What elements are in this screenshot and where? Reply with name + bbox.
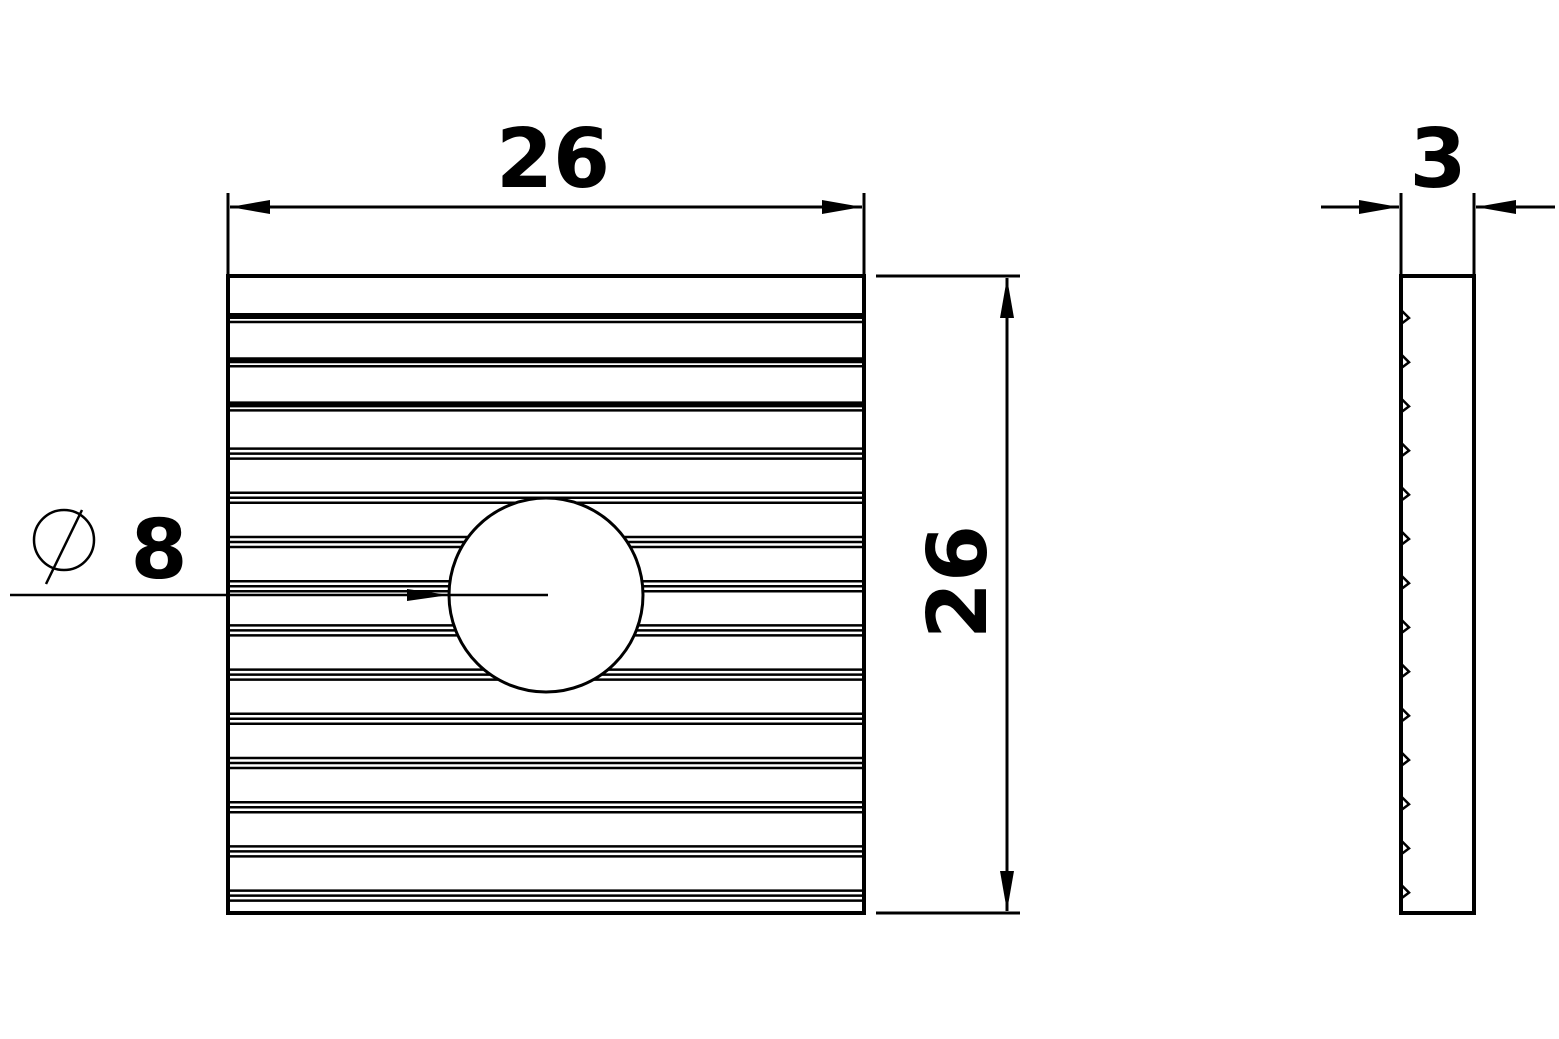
serration-notch bbox=[1400, 485, 1411, 502]
thickness-dimension-label: 3 bbox=[1409, 112, 1466, 207]
serration-notch bbox=[1400, 883, 1411, 900]
serration-notch bbox=[1400, 353, 1411, 370]
diameter-symbol-slash bbox=[44, 509, 84, 585]
leader-arrowhead bbox=[407, 589, 449, 601]
side-view bbox=[1399, 274, 1476, 915]
serration-notch bbox=[1400, 309, 1411, 325]
serration-notch bbox=[1400, 530, 1411, 546]
width-dimension-label: 26 bbox=[496, 112, 610, 207]
arrowhead-right bbox=[1476, 200, 1516, 214]
hole-diameter-label: 8 bbox=[130, 503, 187, 598]
serration-notch bbox=[1400, 574, 1411, 591]
arrowhead-bottom bbox=[1000, 871, 1014, 911]
arrowhead-left bbox=[230, 200, 270, 214]
height-dimension-label: 26 bbox=[911, 525, 1006, 639]
arrowhead-top bbox=[1000, 278, 1014, 318]
serration-notch bbox=[1400, 618, 1411, 635]
hole-diameter-dimension: 8 bbox=[10, 503, 548, 601]
serration-notch bbox=[1400, 751, 1411, 767]
serration-notch bbox=[1400, 839, 1411, 856]
serration-notch bbox=[1400, 441, 1411, 458]
arrowhead-left bbox=[1359, 200, 1399, 214]
diameter-symbol-circle bbox=[32, 508, 96, 572]
side-outline bbox=[1399, 274, 1476, 915]
side-serrations bbox=[1400, 309, 1411, 900]
height-dimension: 26 bbox=[876, 274, 1020, 915]
front-view bbox=[226, 274, 866, 915]
serration-notch bbox=[1400, 795, 1411, 812]
serration-notch bbox=[1400, 397, 1411, 414]
serration-notch bbox=[1400, 706, 1411, 723]
thickness-dimension: 3 bbox=[1321, 112, 1555, 274]
serration-notch bbox=[1400, 662, 1411, 679]
width-dimension: 26 bbox=[226, 112, 866, 274]
arrowhead-right bbox=[822, 200, 862, 214]
